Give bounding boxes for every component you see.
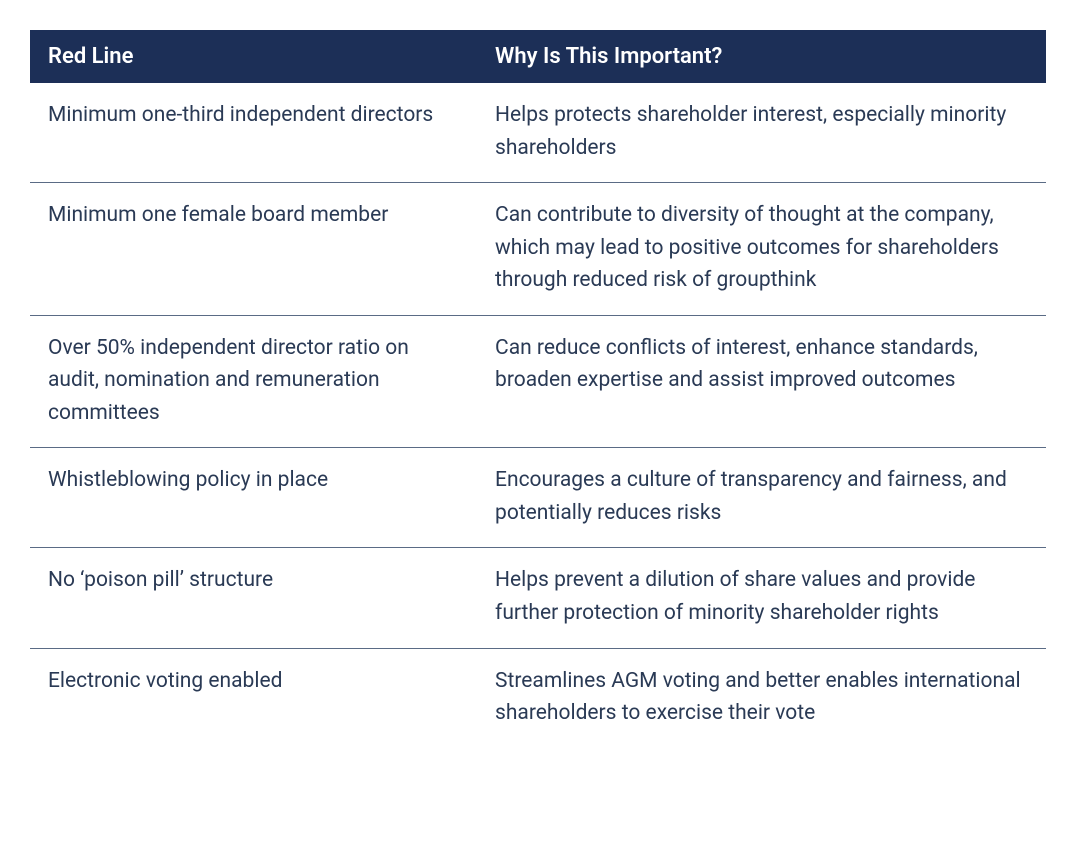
table-row: No ‘poison pill’ structure Helps prevent… bbox=[30, 548, 1046, 648]
cell-why: Can reduce conflicts of interest, enhanc… bbox=[477, 315, 1046, 448]
cell-red-line: Minimum one female board member bbox=[30, 183, 477, 316]
red-line-table: Red Line Why Is This Important? Minimum … bbox=[30, 30, 1046, 748]
table-row: Over 50% independent director ratio on a… bbox=[30, 315, 1046, 448]
cell-red-line: Whistleblowing policy in place bbox=[30, 448, 477, 548]
cell-why: Helps prevent a dilution of share values… bbox=[477, 548, 1046, 648]
red-line-table-container: Red Line Why Is This Important? Minimum … bbox=[30, 30, 1046, 748]
cell-why: Streamlines AGM voting and better enable… bbox=[477, 648, 1046, 748]
cell-red-line: Electronic voting enabled bbox=[30, 648, 477, 748]
table-row: Electronic voting enabled Streamlines AG… bbox=[30, 648, 1046, 748]
cell-why: Encourages a culture of transparency and… bbox=[477, 448, 1046, 548]
cell-why: Helps protects shareholder interest, esp… bbox=[477, 83, 1046, 183]
column-header-red-line: Red Line bbox=[30, 30, 477, 83]
column-header-why: Why Is This Important? bbox=[477, 30, 1046, 83]
table-row: Minimum one female board member Can cont… bbox=[30, 183, 1046, 316]
table-header-row: Red Line Why Is This Important? bbox=[30, 30, 1046, 83]
cell-red-line: Minimum one-third independent directors bbox=[30, 83, 477, 183]
table-row: Minimum one-third independent directors … bbox=[30, 83, 1046, 183]
cell-red-line: Over 50% independent director ratio on a… bbox=[30, 315, 477, 448]
cell-why: Can contribute to diversity of thought a… bbox=[477, 183, 1046, 316]
cell-red-line: No ‘poison pill’ structure bbox=[30, 548, 477, 648]
table-row: Whistleblowing policy in place Encourage… bbox=[30, 448, 1046, 548]
